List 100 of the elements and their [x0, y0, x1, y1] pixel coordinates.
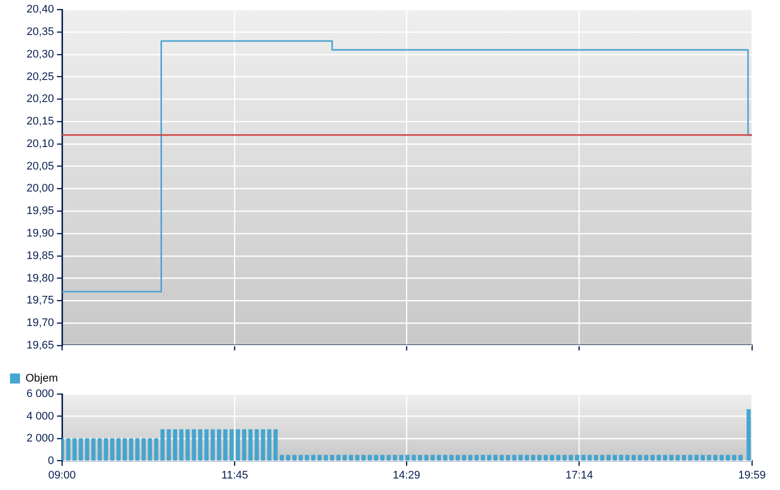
bar — [487, 454, 492, 461]
bar — [738, 454, 743, 461]
x-tick-label: 14:29 — [392, 469, 420, 482]
bar — [568, 454, 573, 461]
bar — [368, 454, 372, 461]
bar — [732, 454, 736, 461]
y-tick-label: 20,15 — [26, 116, 54, 128]
bar — [524, 454, 529, 461]
bar — [85, 438, 90, 461]
bar — [456, 454, 460, 461]
bar — [110, 438, 114, 461]
bar — [116, 438, 121, 461]
bar — [424, 454, 428, 461]
bar — [556, 454, 560, 461]
bar — [588, 454, 592, 461]
bar — [286, 454, 290, 461]
bar — [650, 454, 655, 461]
bar — [544, 454, 548, 461]
bar — [676, 454, 680, 461]
bar — [186, 429, 190, 461]
bar — [78, 438, 83, 461]
bar — [248, 429, 253, 461]
bar — [480, 454, 485, 461]
bar — [142, 438, 146, 461]
bar — [204, 429, 209, 461]
y-tick-label: 0 — [48, 454, 54, 467]
y-tick-label: 20,00 — [26, 182, 54, 195]
bar — [342, 454, 347, 461]
bar — [550, 454, 554, 461]
bar — [436, 454, 442, 461]
bar — [260, 429, 266, 461]
y-tick-label: 20,30 — [26, 48, 54, 60]
bar — [242, 429, 246, 461]
bar — [600, 454, 604, 461]
bar — [361, 454, 366, 461]
y-tick-label: 20,40 — [26, 4, 54, 16]
bar — [581, 454, 586, 461]
bar — [726, 454, 730, 461]
bar — [173, 429, 178, 461]
bar — [380, 454, 384, 461]
bar — [449, 454, 454, 461]
bar — [223, 429, 228, 461]
y-tick-label: 20,25 — [26, 70, 54, 83]
bar — [537, 454, 542, 461]
bar — [292, 454, 297, 461]
bar — [304, 454, 310, 461]
bar — [700, 454, 705, 461]
bar — [638, 454, 642, 461]
y-tick-label: 2 000 — [26, 432, 54, 445]
bar — [506, 454, 510, 461]
bar — [694, 454, 699, 461]
x-tick-label: 11:45 — [221, 469, 248, 482]
bar — [612, 454, 617, 461]
bar — [311, 454, 316, 461]
bar — [236, 429, 240, 461]
bar — [575, 454, 580, 461]
y-tick-label: 19,90 — [26, 228, 54, 240]
bar — [324, 454, 328, 461]
bar — [374, 454, 378, 461]
bar — [625, 454, 630, 461]
bar — [443, 454, 448, 461]
bar — [713, 454, 718, 461]
bar — [474, 454, 479, 461]
bar — [632, 454, 636, 461]
bar — [254, 429, 259, 461]
x-tick-label: 17:14 — [565, 469, 594, 482]
y-tick-label: 4 000 — [26, 410, 54, 422]
bar — [412, 454, 416, 461]
x-tick-label: 09:00 — [48, 469, 76, 482]
bar — [462, 454, 466, 461]
y-tick-label: 19,95 — [26, 205, 54, 218]
legend-label: Objem — [26, 372, 58, 385]
bar — [135, 438, 140, 461]
bar — [430, 454, 435, 461]
bar — [656, 454, 661, 461]
bar — [72, 438, 77, 461]
bar — [688, 454, 692, 461]
bar — [91, 438, 96, 461]
bar — [154, 438, 158, 461]
bar — [682, 454, 686, 461]
bar — [129, 438, 134, 461]
y-tick-label: 20,35 — [26, 26, 54, 38]
bar — [619, 454, 624, 461]
bar — [66, 438, 70, 461]
bar — [644, 454, 648, 461]
bar — [500, 454, 504, 461]
bar — [720, 454, 724, 461]
bar — [594, 454, 598, 461]
y-tick-label: 19,80 — [26, 272, 54, 284]
bar — [210, 429, 215, 461]
bar — [518, 454, 523, 461]
y-tick-label: 20,05 — [26, 160, 54, 172]
bar — [267, 429, 272, 461]
bar — [230, 429, 234, 461]
y-tick-label: 19,75 — [26, 294, 54, 307]
y-tick-label: 20,20 — [26, 93, 54, 106]
bar — [122, 438, 127, 461]
bar — [493, 454, 498, 461]
x-tick-label: 19:59 — [738, 469, 766, 482]
bar — [198, 429, 202, 461]
